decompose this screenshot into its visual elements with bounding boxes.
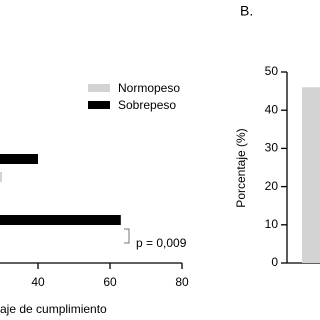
x-tick-label: 80 <box>175 275 189 289</box>
annotation: p = 0,009 <box>136 236 187 250</box>
y-tick-label: 40 <box>265 102 279 116</box>
bar <box>0 172 2 182</box>
y-tick-label: 10 <box>265 217 279 231</box>
bar <box>0 215 121 225</box>
x-tick-label: 40 <box>31 275 45 289</box>
legend-label: Sobrepeso <box>118 98 176 112</box>
bar <box>302 87 320 263</box>
legend-swatch <box>88 84 110 92</box>
significance-bracket <box>124 228 130 244</box>
panel-title: B. <box>240 3 253 19</box>
x-tick-label: 60 <box>103 275 117 289</box>
y-tick-label: 20 <box>265 179 279 193</box>
bar <box>0 154 38 164</box>
legend-swatch <box>88 101 110 109</box>
y-axis-label: Porcentaje (%) <box>234 128 248 207</box>
legend-label: Normopeso <box>118 81 180 95</box>
y-tick-label: 0 <box>271 255 278 269</box>
x-axis-label: aje de cumplimiento <box>0 302 107 316</box>
y-tick-label: 30 <box>265 141 279 155</box>
y-tick-label: 50 <box>265 64 279 78</box>
